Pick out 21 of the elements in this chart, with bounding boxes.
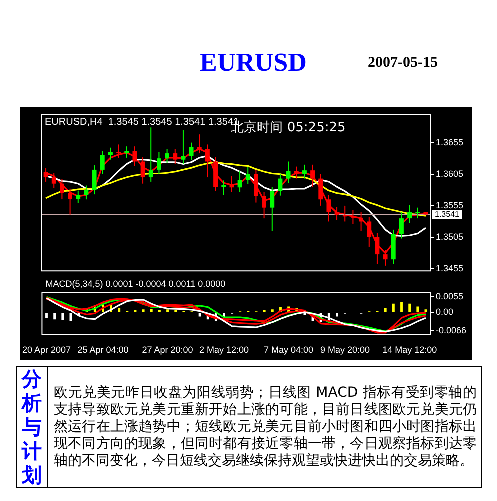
x-tick-label: 27 Apr 20:00 [142,345,194,356]
y-tick-label: -0.0066 [436,326,467,336]
ref-line-label: 1.3541 [435,210,460,219]
x-tick-label: 7 May 04:00 [264,345,314,356]
y-tick-label: 1.3455 [436,264,464,274]
x-tick-label: 14 May 12:00 [382,345,438,356]
y-tick-label: 1.3605 [436,168,464,179]
x-tick-label: 2 May 12:00 [199,345,250,356]
text: MACD(5,34,5) 0.0001 -0.0004 0.0011 0.0000 [46,278,226,289]
y-tick-label: 0.00 [436,306,454,317]
y-tick-label: 1.3655 [436,137,464,148]
y-tick-label: 1.3505 [436,232,464,242]
y-tick-label: 1.3555 [436,200,464,210]
text: 欧元兑美元昨日收盘为阳线弱势；日线图 MACD 指标有受到零轴的支持导致欧元兑美元重新开始上涨的可能，目前日线图欧元兑美元仍然运行在上涨趋势中；短线欧元兑美元目前小时图和四小时图指标出现不同方向的现象，但同时都有接近零轴一带，今日观察指标到达零轴的不同变化，今日短线交易继续保持观望或快进快出的交易策略。 [48,366,482,488]
chart-title: EURUSD [200,48,307,78]
y-tick-label: 0.0055 [436,291,464,302]
x-tick-label: 20 Apr 2007 [22,345,72,356]
chart-subtitle: 2007-05-15 [368,55,438,72]
x-tick-label: 25 Apr 04:00 [78,345,129,356]
x-tick-label: 9 May 20:00 [320,345,370,356]
text: 分析与计划 [16,366,48,488]
